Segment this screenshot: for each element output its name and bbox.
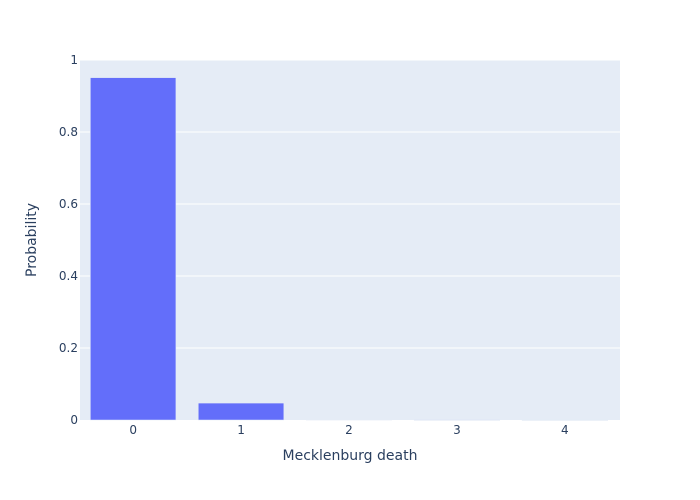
x-tick-label: 2 (345, 423, 353, 437)
bar (413, 419, 500, 421)
bar (305, 419, 393, 421)
x-tick-label: 1 (237, 423, 245, 437)
y-tick-label: 0.4 (59, 269, 78, 283)
y-tick-label: 0.6 (59, 197, 78, 211)
bars (90, 77, 608, 421)
y-tick-label: 0.8 (59, 125, 78, 139)
bar (90, 77, 177, 421)
x-axis-title: Mecklenburg death (283, 448, 418, 464)
bar (521, 419, 608, 421)
x-tick-label: 4 (561, 423, 569, 437)
bar (198, 402, 285, 421)
y-tick-labels: 0 0.2 0.4 0.6 0.8 1 (59, 53, 78, 427)
x-tick-label: 0 (129, 423, 137, 437)
y-tick-label: 0 (70, 413, 78, 427)
y-tick-label: 1 (70, 53, 78, 67)
y-axis-title: Probability (24, 203, 40, 277)
y-tick-label: 0.2 (59, 341, 78, 355)
x-tick-labels: 0 1 2 3 4 (129, 423, 568, 437)
x-tick-label: 3 (453, 423, 461, 437)
